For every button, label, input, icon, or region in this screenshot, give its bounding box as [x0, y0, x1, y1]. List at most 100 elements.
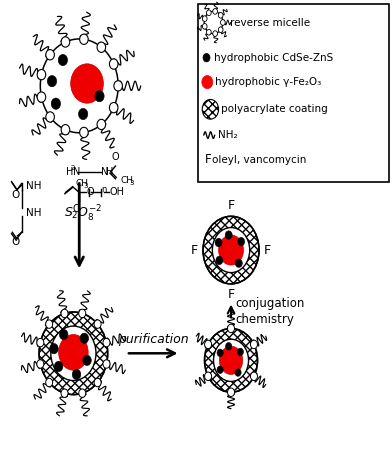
Text: 3: 3 — [129, 179, 134, 185]
Circle shape — [217, 366, 223, 373]
Bar — [198, 4, 388, 182]
Text: O: O — [112, 152, 119, 162]
Circle shape — [47, 76, 57, 87]
Circle shape — [109, 102, 118, 113]
Circle shape — [46, 320, 53, 329]
Circle shape — [72, 369, 81, 379]
Text: $S_2O_8^{-2}$: $S_2O_8^{-2}$ — [64, 203, 102, 224]
Circle shape — [51, 326, 96, 380]
Text: O: O — [11, 191, 20, 201]
Circle shape — [214, 339, 249, 381]
Circle shape — [37, 69, 46, 80]
Circle shape — [202, 24, 207, 29]
Circle shape — [97, 119, 105, 130]
Circle shape — [250, 372, 258, 380]
Text: NH: NH — [26, 208, 42, 218]
Circle shape — [220, 346, 243, 374]
Circle shape — [217, 349, 223, 356]
Circle shape — [58, 54, 67, 66]
Circle shape — [50, 344, 58, 354]
Text: CH: CH — [75, 179, 88, 188]
Text: reverse micelle: reverse micelle — [230, 17, 310, 27]
Text: polyacrylate coating: polyacrylate coating — [221, 104, 328, 114]
Circle shape — [218, 27, 223, 33]
Text: O: O — [73, 204, 80, 214]
Circle shape — [83, 355, 91, 365]
Circle shape — [212, 228, 250, 273]
Circle shape — [39, 312, 108, 395]
Circle shape — [71, 64, 103, 103]
Circle shape — [207, 29, 211, 35]
Text: 3: 3 — [83, 183, 88, 189]
Circle shape — [61, 37, 70, 47]
Text: H: H — [65, 167, 73, 177]
Text: F: F — [227, 200, 234, 212]
Circle shape — [37, 338, 44, 347]
Circle shape — [216, 256, 223, 265]
Circle shape — [203, 216, 259, 284]
Circle shape — [61, 389, 68, 397]
Circle shape — [40, 39, 118, 133]
Circle shape — [225, 231, 232, 239]
Text: OH: OH — [110, 187, 125, 197]
Circle shape — [95, 91, 104, 102]
Circle shape — [207, 10, 211, 16]
Circle shape — [94, 378, 101, 387]
Circle shape — [103, 360, 110, 368]
Text: purification: purification — [118, 333, 189, 346]
Circle shape — [203, 53, 210, 62]
Circle shape — [202, 16, 207, 21]
Circle shape — [237, 348, 243, 355]
Text: conjugation
chemistry: conjugation chemistry — [236, 296, 305, 326]
Circle shape — [235, 259, 242, 268]
Circle shape — [225, 343, 232, 350]
Circle shape — [94, 320, 101, 329]
Text: H: H — [106, 167, 113, 177]
Text: F: F — [191, 244, 198, 257]
Circle shape — [205, 329, 258, 392]
Circle shape — [46, 50, 54, 60]
Text: F: F — [264, 244, 271, 257]
Circle shape — [221, 20, 225, 25]
Circle shape — [109, 59, 118, 69]
Circle shape — [61, 125, 70, 135]
Circle shape — [213, 31, 218, 36]
Text: F: F — [205, 153, 211, 166]
Circle shape — [79, 309, 86, 318]
Text: oleyl, vancomycin: oleyl, vancomycin — [212, 154, 307, 165]
Text: N: N — [102, 167, 109, 177]
Text: n: n — [102, 185, 107, 194]
Circle shape — [235, 369, 241, 376]
Text: 2: 2 — [70, 165, 74, 171]
Circle shape — [51, 98, 60, 110]
Circle shape — [80, 127, 88, 138]
Circle shape — [61, 309, 68, 318]
Circle shape — [204, 11, 223, 34]
Circle shape — [219, 235, 243, 265]
Text: O: O — [11, 237, 20, 247]
Circle shape — [46, 378, 53, 387]
Circle shape — [114, 81, 122, 91]
Circle shape — [59, 335, 88, 370]
Circle shape — [54, 361, 63, 371]
Circle shape — [80, 34, 88, 44]
Circle shape — [80, 333, 89, 344]
Text: O: O — [87, 187, 94, 197]
Text: hydrophobic γ-Fe₂O₃: hydrophobic γ-Fe₂O₃ — [215, 77, 321, 87]
Circle shape — [202, 100, 219, 119]
Circle shape — [250, 340, 258, 349]
Circle shape — [205, 340, 212, 349]
Circle shape — [202, 76, 213, 89]
Circle shape — [97, 42, 105, 52]
Circle shape — [215, 238, 222, 247]
Circle shape — [79, 389, 86, 397]
Circle shape — [227, 388, 234, 396]
Text: NH₂: NH₂ — [218, 130, 238, 140]
Circle shape — [37, 92, 46, 102]
Circle shape — [59, 329, 68, 340]
Circle shape — [238, 237, 245, 246]
Text: N: N — [73, 167, 81, 177]
Circle shape — [103, 338, 110, 347]
Circle shape — [205, 372, 212, 380]
Text: NH: NH — [26, 181, 42, 191]
